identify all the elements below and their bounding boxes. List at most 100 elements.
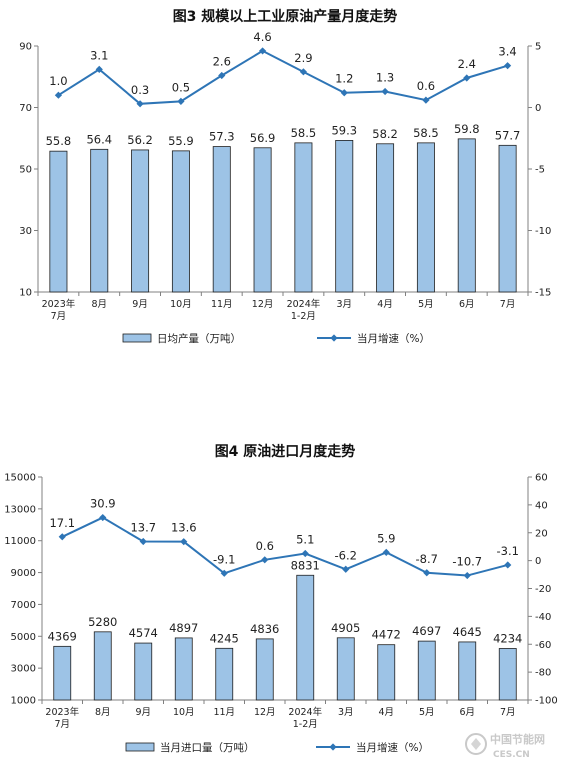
chart2-growth-point	[99, 513, 107, 522]
chart1-growth-line	[57, 49, 508, 105]
chart2-growth-value-label: 30.9	[90, 497, 116, 511]
chart2-right-tick-label: 60	[535, 473, 548, 484]
chart1-growth-point	[463, 74, 471, 82]
chart2-category-label: 11月	[213, 707, 235, 718]
chart2-bar	[377, 644, 396, 701]
chart1-category-label: 7月	[500, 299, 516, 310]
chart1-category-label: 9月	[132, 299, 148, 310]
chart1-bar-value-label: 58.5	[413, 126, 439, 140]
chart2-bar	[174, 637, 193, 701]
chart2-category-label: 7月	[500, 707, 516, 718]
chart1-bar	[90, 148, 109, 293]
chart1-growth-value-label: 4.6	[253, 30, 271, 44]
watermark-logo: 中国节能网 CES.CN	[465, 732, 545, 760]
chart1-growth-point	[54, 91, 63, 99]
chart1-category-label: 4月	[377, 299, 393, 310]
chart1-growth-point	[218, 71, 226, 80]
chart2-left-tick-label: 1000	[11, 696, 36, 707]
chart2-growth-value-label: -10.7	[452, 555, 482, 569]
chart1-growth-value-label: 3.4	[498, 45, 516, 59]
chart2-left-tick-label: 11000	[4, 536, 36, 547]
chart2-right-tick-label: -60	[535, 640, 551, 651]
chart2-legend-bar-label: 当月进口量（万吨）	[160, 741, 255, 754]
chart2-bar	[498, 648, 517, 701]
chart1-bar-value-label: 57.7	[495, 128, 521, 142]
chart1-growth-point	[258, 47, 267, 55]
chart2-growth-value-label: 17.1	[49, 516, 75, 530]
chart1-left-tick-label: 50	[19, 165, 32, 176]
chart2-growth-value-label: -9.1	[213, 552, 235, 566]
chart2-right-tick-label: -40	[535, 612, 551, 623]
chart2-bar	[255, 638, 274, 701]
chart1-category-label: 6月	[459, 299, 475, 310]
chart2-right-tick-label: -20	[535, 584, 551, 595]
chart2-growth-value-label: -6.2	[335, 548, 357, 562]
chart1-growth-point	[299, 68, 308, 76]
chart2-category-label: 2024年	[288, 706, 322, 718]
chart1-growth-value-label: 1.3	[376, 71, 394, 85]
chart1-bar-value-label: 57.3	[209, 130, 235, 144]
chart1-left-tick-label: 10	[19, 288, 32, 299]
chart2-right-tick-label: -80	[535, 668, 551, 679]
chart1-category-label: 7月	[51, 311, 67, 322]
chart1-growth-value-label: 0.3	[131, 83, 149, 97]
chart1-growth-point	[503, 62, 512, 70]
chart2-bar-value-label: 4245	[210, 631, 239, 645]
chart2-left-tick-label: 5000	[11, 632, 36, 643]
chart2-left-tick-label: 13000	[4, 504, 36, 515]
chart2-growth-value-label: -3.1	[497, 544, 519, 558]
chart2-growth-value-label: 5.1	[296, 533, 314, 547]
chart2-left-tick-label: 7000	[11, 600, 36, 611]
chart1-bar-value-label: 56.4	[86, 132, 112, 146]
chart1-growth-value-label: 0.5	[172, 80, 190, 94]
chart2-legend-bar-swatch	[125, 742, 155, 752]
chart1-bar	[171, 150, 190, 293]
chart1-bar	[376, 143, 395, 293]
chart1-legend-line-label: 当月增速（%）	[357, 332, 430, 345]
chart1-bar	[335, 140, 354, 293]
chart1-growth-value-label: 3.1	[90, 48, 108, 62]
chart2-growth-point	[463, 571, 471, 580]
chart2-left-tick-label: 15000	[4, 473, 36, 484]
chart2-category-label: 5月	[419, 707, 435, 718]
chart2-growth-point	[342, 565, 350, 573]
chart2-legend-line-label: 当月增速（%）	[356, 741, 429, 754]
watermark-text-cn: 中国节能网	[490, 732, 545, 746]
chart1-bar	[498, 144, 517, 293]
chart1-growth-point	[95, 65, 103, 73]
chart2-category-label: 6月	[459, 707, 475, 718]
chart2-bar	[417, 640, 436, 701]
chart1-bar	[49, 150, 68, 293]
chart2-right-tick-label: 20	[535, 528, 548, 539]
chart1-bar-value-label: 58.5	[291, 126, 317, 140]
chart1-growth-point	[340, 89, 348, 97]
chart2-title: 图4 原油进口月度走势	[215, 443, 356, 460]
chart2-category-label: 3月	[338, 707, 354, 718]
chart1-category-label: 12月	[252, 299, 274, 310]
chart1-bar-value-label: 55.9	[168, 134, 194, 148]
chart2-bar-value-label: 4574	[129, 626, 158, 640]
chart1-growth-value-label: 0.6	[417, 79, 435, 93]
chart1-growth-value-label: 1.2	[335, 72, 353, 86]
chart2-right-tick-label: 0	[535, 556, 541, 567]
chart1-legend-bar-swatch	[122, 333, 152, 343]
chart1-legend-line-marker	[330, 334, 338, 342]
watermark-text-en: CES.CN	[493, 750, 530, 760]
chart1-right-tick-label: -10	[535, 226, 551, 237]
chart1-bar	[294, 142, 313, 293]
chart2-growth-value-label: 13.6	[171, 521, 197, 535]
chart2-category-label: 4月	[378, 707, 394, 718]
chart2-growth-point	[139, 537, 147, 546]
chart1-category-label: 5月	[418, 299, 434, 310]
chart2-bar-value-label: 4697	[412, 624, 441, 638]
chart2-growth-point	[382, 548, 390, 557]
chart1-bar-value-label: 55.8	[46, 134, 72, 148]
chart2-growth-value-label: 0.6	[256, 539, 274, 553]
chart2-bar-value-label: 4472	[372, 628, 401, 642]
chart2-growth-point	[423, 569, 431, 577]
chart2-bar	[336, 637, 355, 701]
chart2-right-tick-label: 40	[535, 500, 548, 511]
chart1-category-label: 2024年	[287, 298, 321, 310]
chart1-right-tick-label: -5	[535, 165, 545, 176]
chart1-growth-point	[177, 97, 185, 105]
